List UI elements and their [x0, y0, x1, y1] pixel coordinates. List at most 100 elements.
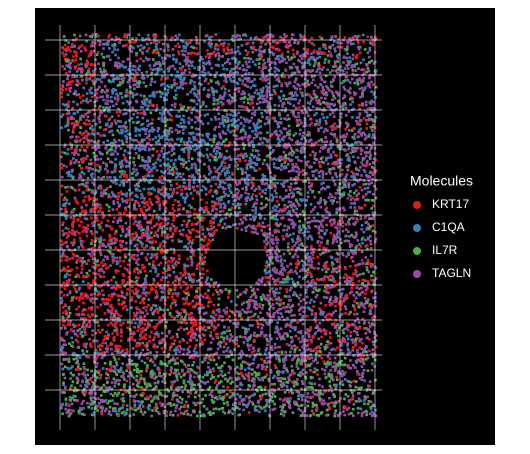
molecule-dot [306, 306, 310, 309]
molecule-dot [88, 139, 92, 143]
molecule-dot [216, 290, 219, 294]
molecule-dot [195, 294, 199, 298]
molecule-dot [73, 332, 77, 336]
molecule-dot [214, 118, 218, 121]
molecule-dot [157, 226, 161, 230]
molecule-dot [238, 210, 242, 214]
molecule-dot [247, 178, 250, 181]
molecule-dot [121, 75, 124, 78]
molecule-dot [102, 175, 105, 179]
molecule-dot [136, 239, 140, 242]
molecule-dot [181, 370, 184, 373]
molecule-dot [179, 140, 183, 143]
molecule-dot [96, 293, 100, 297]
molecule-dot [235, 303, 238, 307]
molecule-dot [246, 387, 250, 391]
molecule-dot [118, 319, 122, 323]
molecule-dot [305, 161, 308, 164]
molecule-dot [265, 243, 268, 246]
molecule-dot [296, 321, 299, 324]
molecule-dot [158, 207, 161, 211]
molecule-dot [371, 125, 375, 129]
molecule-dot [176, 378, 179, 382]
molecule-dot [251, 140, 254, 143]
molecule-dot [239, 122, 243, 125]
molecule-dot [259, 137, 262, 140]
molecule-dot [266, 40, 269, 44]
molecule-dot [171, 48, 175, 51]
molecule-dot [220, 42, 223, 46]
molecule-dot [336, 68, 339, 71]
molecule-dot [331, 43, 335, 47]
molecule-dot [245, 154, 248, 158]
molecule-dot [259, 45, 263, 49]
molecule-dot [63, 325, 67, 329]
molecule-dot [339, 307, 343, 311]
molecule-dot [105, 203, 109, 207]
molecule-dot [160, 341, 163, 345]
molecule-dot [149, 83, 152, 86]
molecule-dot [99, 236, 103, 239]
molecule-dot [337, 192, 340, 195]
molecule-dot [104, 280, 107, 284]
molecule-dot [70, 396, 74, 400]
molecule-dot [264, 79, 268, 82]
molecule-dot [196, 151, 200, 155]
molecule-dot [360, 93, 364, 96]
molecule-dot [280, 163, 284, 166]
molecule-dot [274, 250, 277, 253]
molecule-dot [320, 188, 323, 191]
molecule-dot [288, 270, 291, 274]
molecule-dot [203, 338, 207, 342]
molecule-dot [116, 394, 119, 397]
molecule-dot [370, 369, 374, 372]
molecule-dot [365, 103, 368, 107]
molecule-dot [178, 115, 181, 118]
molecule-dot [298, 224, 302, 228]
molecule-dot [295, 390, 298, 393]
molecule-dot [183, 308, 186, 312]
molecule-dot [161, 106, 164, 109]
molecule-dot [111, 44, 115, 47]
molecule-dot [290, 214, 293, 217]
molecule-dot [184, 46, 188, 49]
molecule-dot [158, 284, 161, 288]
molecule-dot [331, 241, 335, 245]
molecule-dot [295, 207, 298, 211]
molecule-dot [284, 82, 288, 85]
molecule-dot [102, 106, 105, 109]
molecule-dot [93, 400, 96, 404]
molecule-dot [143, 205, 146, 209]
molecule-dot [165, 163, 168, 167]
molecule-dot [362, 196, 365, 199]
molecule-dot [259, 296, 263, 299]
molecule-dot [256, 373, 259, 377]
molecule-dot [227, 378, 230, 381]
molecule-dot [161, 193, 164, 196]
molecule-dot [88, 88, 92, 92]
molecule-dot [290, 286, 293, 290]
molecule-dot [126, 198, 129, 202]
molecule-dot [155, 43, 158, 46]
molecule-dot [315, 288, 318, 292]
molecule-dot [307, 114, 310, 117]
molecule-dot [220, 169, 224, 173]
molecule-dot [207, 165, 211, 168]
molecule-dot [184, 49, 187, 53]
molecule-dot [196, 220, 200, 224]
molecule-dot [118, 256, 122, 259]
molecule-dot [329, 295, 333, 299]
molecule-dot [201, 70, 204, 74]
molecule-dot [337, 289, 341, 292]
molecule-dot [71, 80, 75, 83]
molecule-dot [160, 233, 164, 237]
molecule-dot [112, 407, 115, 410]
molecule-dot [247, 366, 250, 370]
molecule-dot [201, 134, 204, 137]
molecule-dot [154, 409, 158, 412]
molecule-dot [150, 170, 153, 173]
molecule-dot [143, 175, 147, 178]
molecule-dot [146, 312, 149, 316]
molecule-dot [139, 301, 142, 305]
molecule-dot [310, 219, 314, 223]
